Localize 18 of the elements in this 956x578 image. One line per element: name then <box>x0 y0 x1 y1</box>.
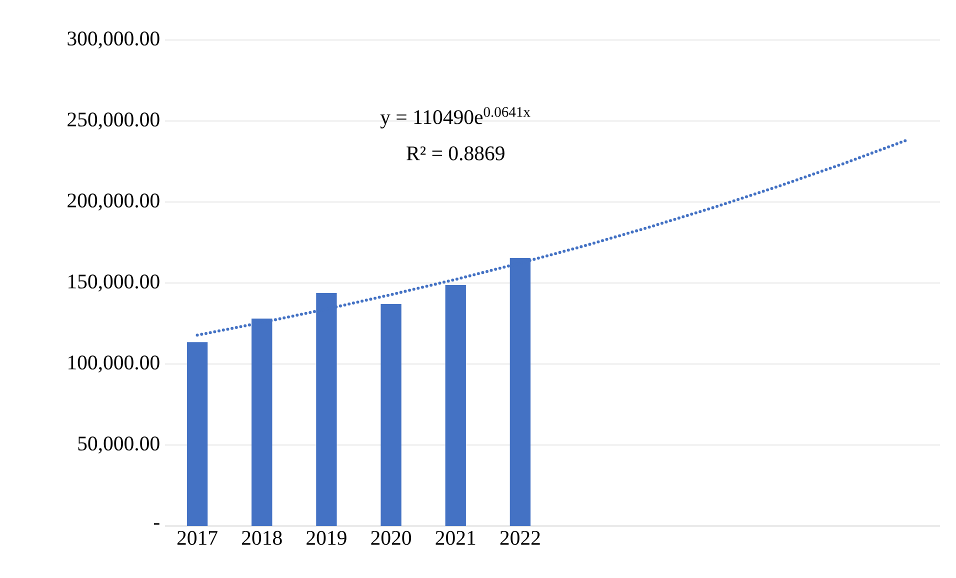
annotation: y = 110490e$^{0.0641x}$ <box>380 107 530 128</box>
x-tick-label: 2019 <box>306 530 346 545</box>
y-tick-label: 150,000.00 <box>68 274 160 292</box>
y-tick-label: 100,000.00 <box>68 356 160 372</box>
y-tick-label: 300,000.00 <box>68 32 160 48</box>
y-tick-label: 200,000.00 <box>68 194 160 210</box>
y-tick-label: 50,000.00 <box>78 436 160 454</box>
bar <box>186 342 208 526</box>
y-tick-label: 250,000.00 <box>68 112 160 130</box>
bar <box>380 304 402 526</box>
x-tick-label: 2020 <box>371 530 412 545</box>
y-tick-label: - <box>154 523 160 525</box>
bar <box>445 284 466 526</box>
x-tick-label: 2022 <box>500 530 540 545</box>
x-tick-label: 2017 <box>177 530 218 545</box>
x-tick-label: 2018 <box>242 530 282 545</box>
x-tick-label: 2021 <box>436 530 476 545</box>
annotation: R² = 0.8869 <box>406 146 504 160</box>
